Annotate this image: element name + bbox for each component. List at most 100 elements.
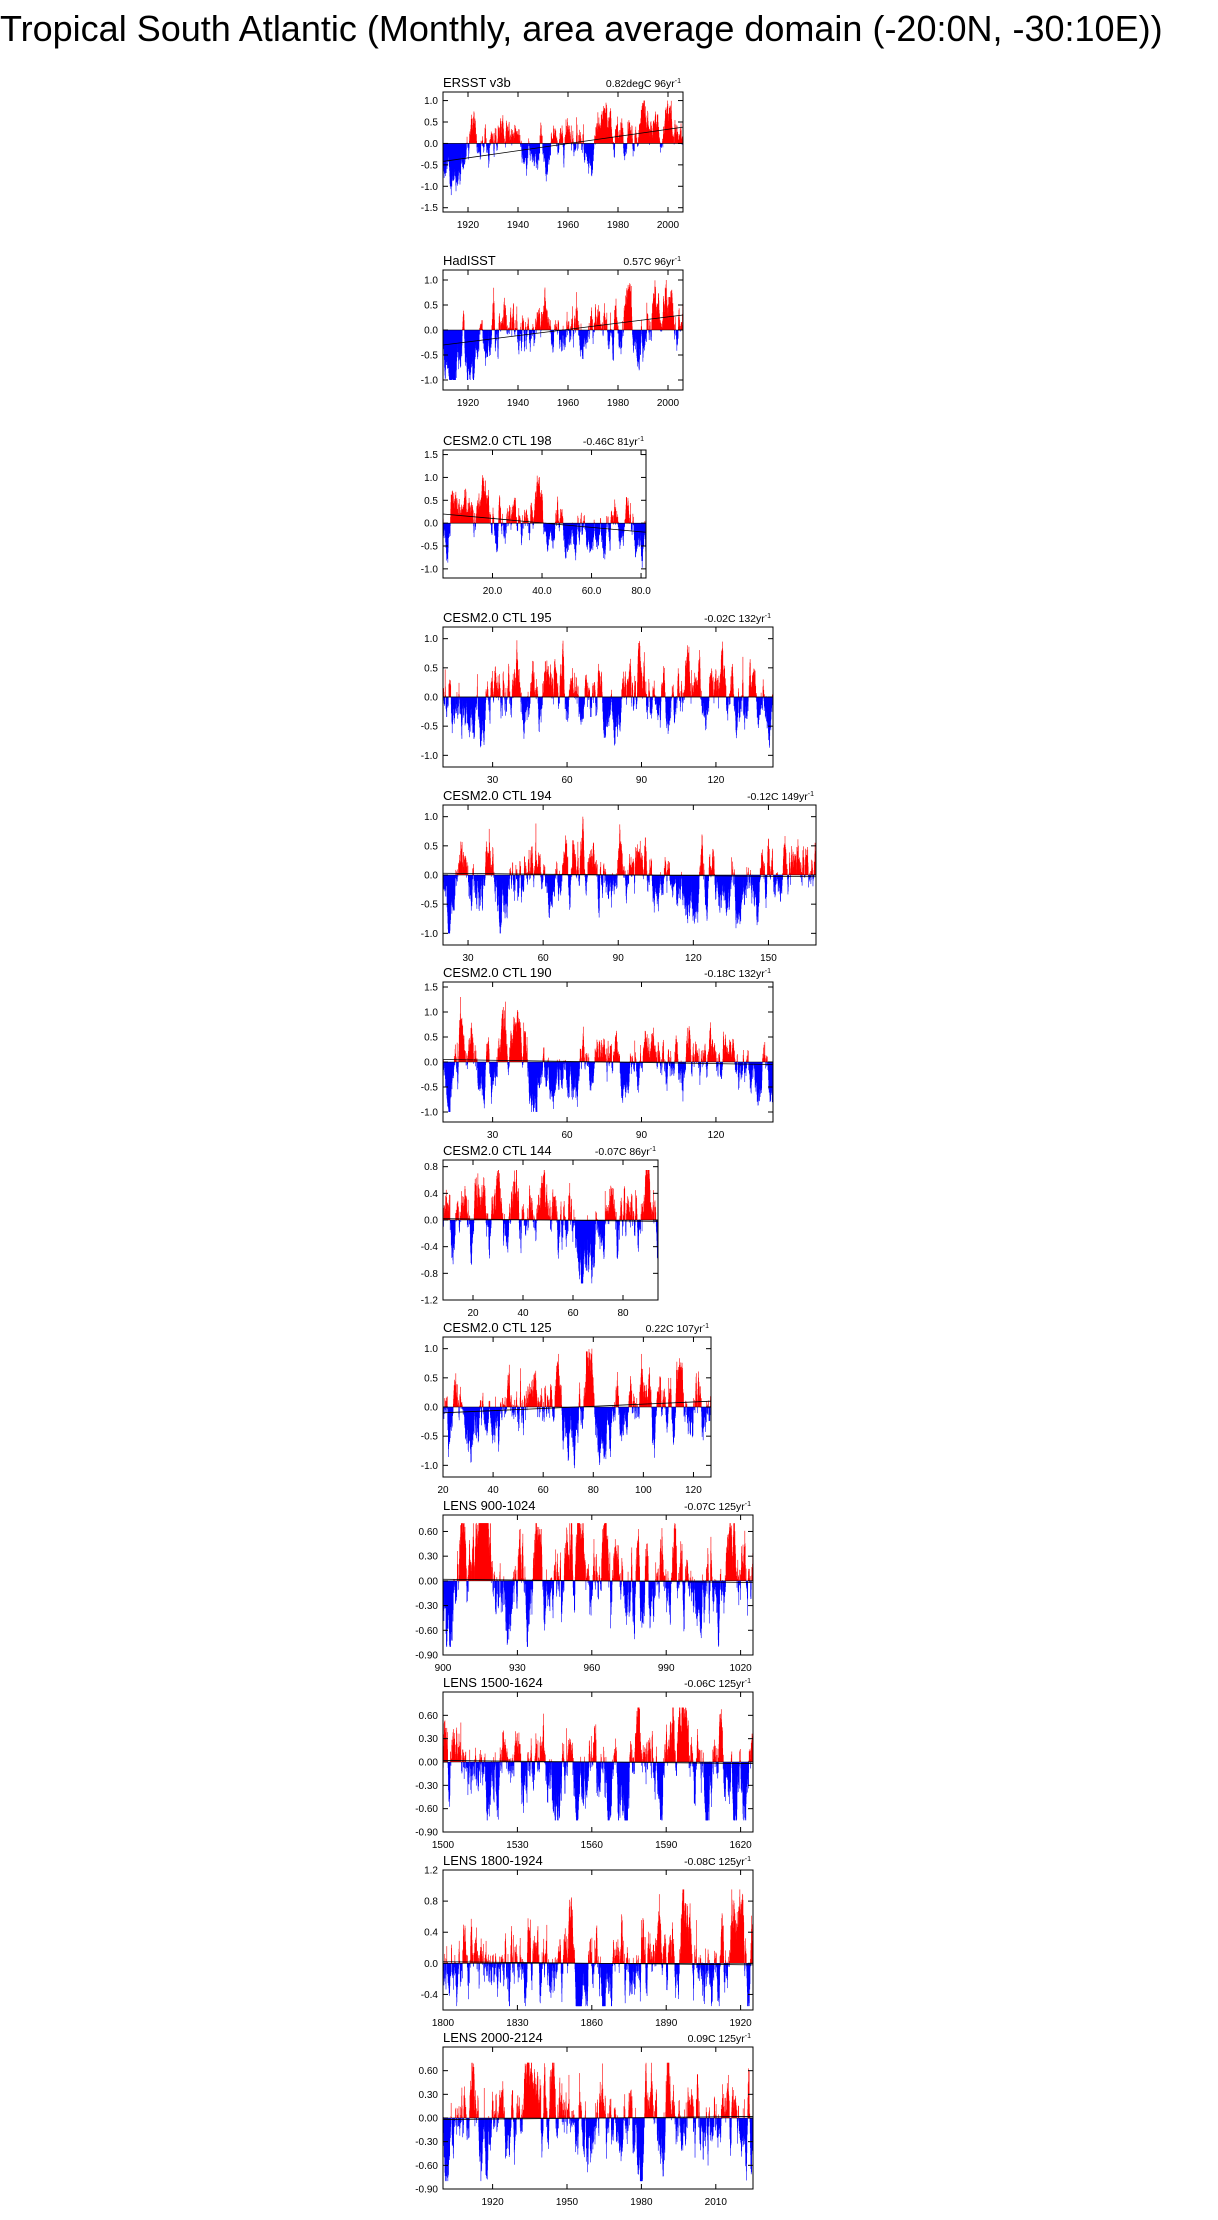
anomaly-bar [677,697,678,700]
anomaly-bar [500,517,502,524]
anomaly-bar [763,689,765,697]
anomaly-bar [583,330,585,344]
anomaly-bar [623,523,625,532]
anomaly-bar [588,330,590,331]
anomaly-bar [526,509,527,524]
anomaly-bar [708,697,710,712]
anomaly-bar [444,697,445,706]
anomaly-bar [680,322,682,330]
anomaly-bar [450,685,452,697]
anomaly-bar [611,330,612,334]
anomaly-bar [680,325,681,330]
anomaly-bar [765,697,767,719]
anomaly-bar [480,143,482,156]
chart-panel-3: CESM2.0 CTL 198 -0.46C 81yr-1 1.5 1.0 0.5 0.0… [401,426,654,604]
anomaly-bar [609,330,611,342]
anomaly-bar [520,140,522,144]
anomaly-bar [565,697,566,705]
chart-svg: CESM2.0 CTL 198 -0.46C 81yr-11.51.00.50.0… [421,433,651,597]
anomaly-bar [563,689,565,697]
anomaly-bar [549,323,550,330]
anomaly-bar [629,514,631,524]
anomaly-bar [625,697,627,705]
anomaly-bar [526,697,528,707]
anomaly-bar [504,141,506,144]
anomaly-bar [567,324,569,330]
anomaly-bar [733,688,734,697]
anomaly-bar [626,143,628,149]
anomaly-bar [652,689,654,697]
anomaly-bar [522,523,523,529]
anomaly-bar [498,697,500,701]
anomaly-bar [742,656,744,697]
anomaly-bar [557,683,559,697]
anomaly-bar [503,136,505,144]
anomaly-bar [567,330,568,336]
anomaly-bar [681,138,683,144]
anomaly-bar [677,135,679,144]
anomaly-bar [673,136,675,144]
anomaly-bar [554,128,556,144]
anomaly-bar [673,315,675,330]
anomaly-bar [505,687,507,697]
y-tick-label: 0.0 [424,139,438,150]
anomaly-bar [577,523,579,525]
anomaly-bar [662,138,663,144]
anomaly-bar [675,697,677,715]
anomaly-bar [556,139,557,144]
anomaly-bar [593,523,594,538]
anomaly-bar [670,697,672,712]
anomaly-bar [649,692,650,697]
anomaly-bar [595,314,597,330]
anomaly-bar [601,691,603,697]
anomaly-bar [619,134,621,144]
anomaly-bar [659,313,660,330]
anomaly-bar [523,522,524,524]
anomaly-bar [625,143,626,156]
anomaly-bar [631,132,633,144]
anomaly-bar [549,143,550,161]
anomaly-bar [761,697,763,708]
anomaly-bar [557,142,558,144]
anomaly-bar [574,690,576,697]
anomaly-bar [577,523,578,525]
anomaly-bar [575,686,576,697]
anomaly-bar [676,697,678,709]
anomaly-bar [626,143,628,145]
anomaly-bar [444,523,445,536]
anomaly-bar [675,697,677,704]
anomaly-bar [562,138,564,144]
anomaly-bar [469,507,471,524]
anomaly-bar [770,697,772,720]
anomaly-bar [633,143,635,150]
anomaly-bar [646,330,647,342]
anomaly-bar [539,143,541,154]
anomaly-bar [535,688,537,697]
anomaly-bar [592,143,594,162]
anomaly-bar [491,330,492,336]
anomaly-bar [505,523,506,538]
anomaly-bar [630,523,632,532]
anomaly-bar [524,330,526,335]
anomaly-bar [559,522,560,524]
anomaly-bar [570,685,571,697]
anomaly-bar [541,695,543,697]
anomaly-bar [466,136,468,144]
anomaly-bar [519,135,521,144]
anomaly-bar [500,322,501,330]
anomaly-bar [479,143,480,153]
anomaly-bar [621,689,623,697]
anomaly-bar [496,330,497,341]
anomaly-bar [516,306,518,330]
anomaly-bar [562,330,563,336]
anomaly-bar [512,694,514,697]
anomaly-bar [473,523,475,532]
anomaly-bar [713,689,714,697]
anomaly-bar [558,523,560,532]
anomaly-bar [682,697,683,712]
anomaly-bar [590,697,592,717]
x-tick-label: 1940 [507,220,530,231]
anomaly-bar [717,688,719,697]
anomaly-bar [756,697,758,718]
anomaly-bar [549,325,551,330]
